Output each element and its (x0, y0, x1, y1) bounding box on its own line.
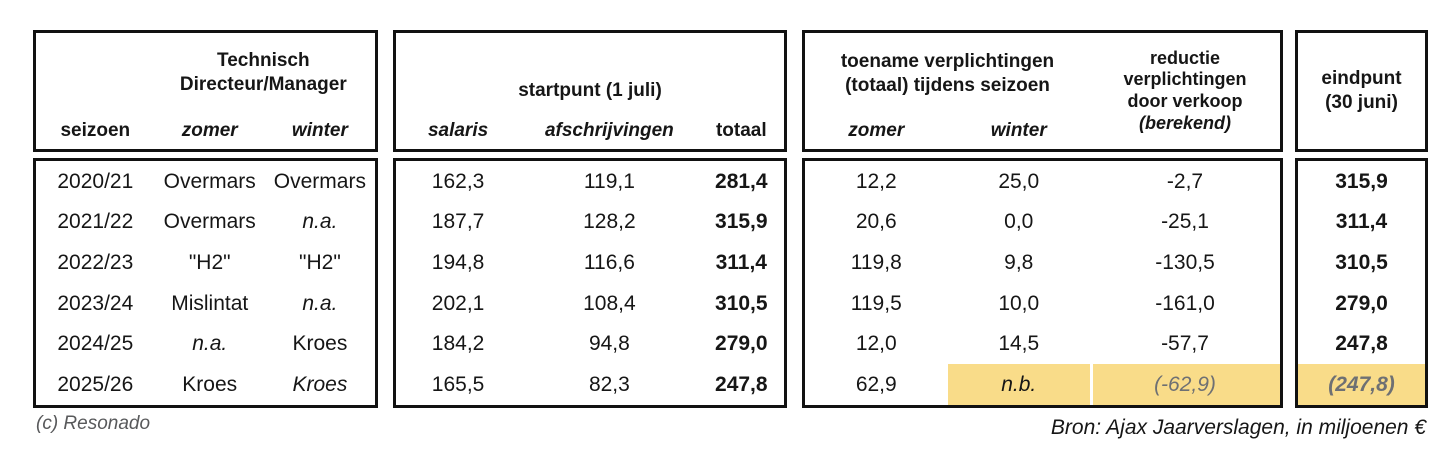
cell-reductie: -161,0 (1155, 291, 1215, 315)
cell-reductie: -2,7 (1166, 169, 1204, 193)
cell-toename_winter: 9,8 (1004, 251, 1034, 275)
col-header-seizoen: seizoen (60, 120, 131, 141)
copyright-credit: (c) Resonado (36, 413, 151, 434)
cell-totaal: 281,4 (715, 169, 768, 193)
cell-totaal: 311,4 (715, 251, 767, 275)
cell-season: 2024/25 (57, 332, 134, 356)
cell-eindpunt: 310,5 (1335, 251, 1388, 275)
cell-season: 2021/22 (57, 210, 134, 234)
cell-afschrijvingen: 94,8 (588, 332, 630, 356)
table-startpunt: startpunt (1 juli) salaris afschrijvinge… (393, 30, 787, 408)
cell-toename_zomer: 12,0 (855, 332, 897, 356)
manager-group-header: Technisch Directeur/Manager (179, 50, 347, 95)
cell-afschrijvingen: 116,6 (583, 251, 635, 275)
cell-season: 2020/21 (57, 169, 134, 193)
cell-td_zomer: Mislintat (171, 291, 249, 315)
cell-td_winter: n.a. (302, 291, 338, 315)
cell-afschrijvingen: 128,2 (583, 210, 636, 234)
table-eindpunt: eindpunt (30 juni) 315,9 311,4 310,5 279,0 2… (1295, 30, 1428, 408)
cell-reductie: (-62,9) (1090, 364, 1280, 405)
cell-reductie: -25,1 (1161, 210, 1209, 234)
cell-eindpunt: 315,9 (1335, 169, 1388, 193)
cell-td_winter: Kroes (292, 373, 348, 397)
cell-season: 2023/24 (57, 291, 134, 315)
cell-salaris: 194,8 (431, 251, 485, 275)
table-manager-body: 2020/21 Overmars Overmars 2021/22 Overmars n.… (33, 158, 378, 408)
cell-salaris: 187,7 (431, 210, 485, 234)
cell-toename_winter: 25,0 (998, 169, 1040, 193)
cell-eindpunt: 311,4 (1335, 210, 1388, 234)
cell-reductie: -57,7 (1161, 332, 1209, 356)
table-startpunt-body: 162,3 119,1 281,4 187,7 128,2 315,9 194,8 116,6… (393, 158, 787, 408)
cell-salaris: 202,1 (431, 291, 485, 315)
table-manager-header: Technisch Directeur/Manager seizoen zome… (33, 30, 378, 152)
cell-toename_zomer: 62,9 (855, 373, 897, 397)
eindpunt-group-header: eindpunt (30 juni) (1321, 68, 1402, 113)
cell-afschrijvingen: 82,3 (588, 373, 630, 397)
cell-td_winter: "H2" (299, 251, 341, 275)
col-header-zomer: zomer (181, 120, 238, 141)
table-eindpunt-body: 315,9 311,4 310,5 279,0 247,8 (247,8) (1295, 158, 1428, 408)
cell-afschrijvingen: 108,4 (583, 291, 636, 315)
source-note: Bron: Ajax Jaarverslagen, in miljoenen € (1050, 416, 1426, 439)
cell-td_zomer: Overmars (163, 210, 256, 234)
startpunt-group-header: startpunt (1 juli) (518, 80, 662, 101)
cell-season: 2025/26 (57, 373, 134, 397)
col-header-winter: winter (291, 120, 348, 141)
table-toename-body: 12,2 25,0 -2,7 20,6 0,0 -25,1 119,8 9,8 -130,5 11… (802, 158, 1283, 408)
cell-td_zomer: n.a. (192, 332, 228, 356)
cell-td_winter: Overmars (273, 169, 366, 193)
cell-toename_zomer: 20,6 (855, 210, 897, 234)
cell-toename_winter: 14,5 (998, 332, 1040, 356)
table-toename-header: toename verplichtingen (totaal) tijdens … (802, 30, 1283, 152)
col-header-salaris: salaris (427, 120, 489, 141)
cell-td_zomer: "H2" (188, 251, 231, 275)
cell-toename_winter: 10,0 (998, 291, 1040, 315)
startpunt-subheader-row: salaris afschrijvingen totaal (396, 121, 784, 140)
toename-group-header: toename verplichtingen (totaal) tijdens … (840, 51, 1055, 96)
cell-afschrijvingen: 119,1 (583, 169, 635, 193)
cell-totaal: 279,0 (715, 332, 768, 356)
cell-totaal: 315,9 (715, 210, 768, 234)
cell-eindpunt: (247,8) (1298, 364, 1425, 405)
cell-eindpunt: 279,0 (1335, 291, 1388, 315)
cell-td_winter: Kroes (292, 332, 348, 356)
cell-toename_zomer: 119,8 (850, 251, 902, 275)
cell-salaris: 165,5 (431, 373, 485, 397)
col-header-toename-zomer: zomer (848, 120, 905, 141)
reductie-header-main: reductie verplichtingen door verkoop (1123, 47, 1247, 111)
cell-td_zomer: Overmars (163, 169, 256, 193)
col-header-toename-winter: winter (990, 120, 1047, 141)
table-eindpunt-header: eindpunt (30 juni) (1295, 30, 1428, 152)
cell-toename_zomer: 12,2 (855, 169, 897, 193)
cell-eindpunt: 247,8 (1335, 332, 1388, 356)
cell-toename_winter: 0,0 (1004, 210, 1034, 234)
table-toename: toename verplichtingen (totaal) tijdens … (802, 30, 1283, 408)
table-startpunt-header: startpunt (1 juli) salaris afschrijvinge… (393, 30, 787, 152)
cell-totaal: 247,8 (715, 373, 768, 397)
col-header-reductie: reductie verplichtingen door verkoop (be… (1090, 33, 1280, 149)
cell-td_winter: n.a. (302, 210, 338, 234)
reductie-header-note: (berekend) (1138, 112, 1232, 133)
cell-reductie: -130,5 (1155, 251, 1215, 275)
cell-salaris: 184,2 (431, 332, 485, 356)
toename-subheader-row: zomer winter (805, 121, 1090, 140)
cell-td_zomer: Kroes (182, 373, 238, 397)
cell-salaris: 162,3 (431, 169, 485, 193)
col-header-afschrijvingen: afschrijvingen (544, 120, 674, 141)
col-header-totaal: totaal (715, 120, 767, 141)
cell-season: 2022/23 (57, 251, 134, 275)
cell-toename_zomer: 119,5 (850, 291, 902, 315)
table-manager: Technisch Directeur/Manager seizoen zome… (33, 30, 378, 408)
cell-toename_winter: n.b. (947, 364, 1090, 405)
cell-totaal: 310,5 (715, 291, 768, 315)
manager-subheader-row: seizoen zomer winter (36, 121, 375, 140)
